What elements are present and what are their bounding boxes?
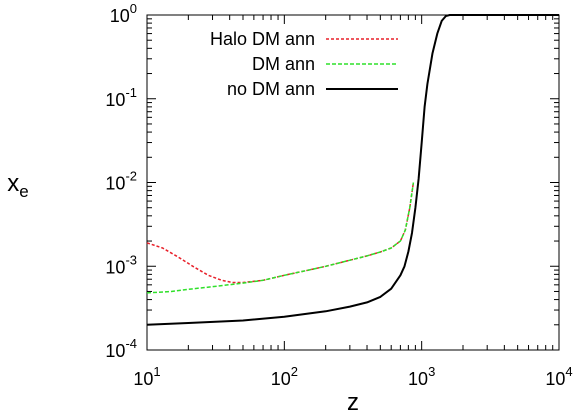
plot-frame	[146, 14, 560, 351]
series-layer	[146, 14, 559, 326]
axis-ticks	[146, 15, 559, 351]
legend: Halo DM ann DM ann no DM ann	[210, 29, 398, 99]
y-tick-label: 10-3	[105, 252, 137, 277]
y-axis-label-subscript: e	[19, 182, 28, 201]
y-axis-label: xe	[7, 170, 28, 201]
y-tick-label: 10-4	[105, 336, 137, 361]
legend-label: no DM ann	[227, 79, 315, 99]
x-tick-label: 101	[133, 364, 160, 389]
series-line-halo-dm-ann	[146, 182, 415, 284]
x-tick-label: 102	[271, 364, 298, 389]
legend-label: DM ann	[252, 54, 315, 74]
x-axis-label: z	[347, 389, 359, 416]
tick-labels: 101 102 103 104 10-4 10-3 10-2 10-1 100	[105, 1, 572, 389]
y-tick-label: 10-1	[105, 85, 137, 110]
x-tick-label: 103	[408, 364, 435, 389]
series-line-no-dm-ann	[146, 14, 559, 326]
x-tick-label: 104	[545, 364, 572, 389]
y-axis-label-main: x	[7, 170, 19, 197]
series-line-dm-ann	[146, 182, 415, 294]
y-tick-label: 100	[110, 1, 137, 26]
y-tick-label: 10-2	[105, 169, 137, 194]
legend-label: Halo DM ann	[210, 29, 315, 49]
